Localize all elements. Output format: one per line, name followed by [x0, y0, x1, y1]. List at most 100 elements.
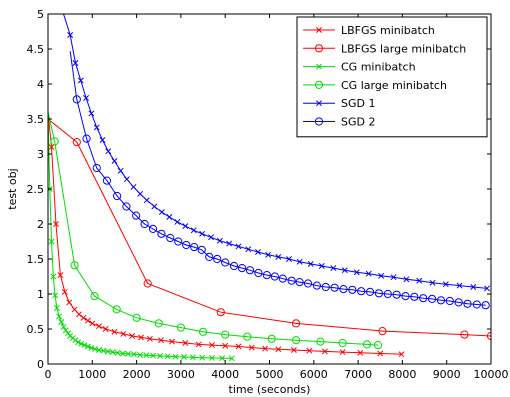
data-point — [270, 272, 279, 281]
series-line — [48, 111, 232, 359]
data-point — [197, 245, 206, 254]
series-4 — [48, 111, 383, 350]
legend-entry: CG minibatch — [303, 61, 416, 74]
legend-entry: LBFGS large minibatch — [303, 42, 466, 55]
data-point — [390, 274, 397, 281]
data-point — [56, 313, 63, 320]
data-point — [182, 240, 191, 250]
data-point — [262, 271, 271, 280]
data-point — [93, 124, 100, 131]
data-point — [226, 240, 233, 247]
axis-ticks: 0 1000 2000 3000 4000 5000 6000 7000 8000 9000 100… — [27, 8, 509, 381]
data-point — [169, 338, 175, 345]
data-point — [321, 348, 328, 355]
data-point — [166, 233, 175, 243]
legend-label: CG minibatch — [341, 61, 416, 74]
data-point — [53, 221, 59, 227]
data-point — [265, 251, 272, 258]
data-point — [112, 305, 121, 314]
data-point — [76, 311, 82, 318]
data-point — [176, 323, 185, 332]
data-point — [72, 95, 81, 104]
data-point — [216, 237, 223, 244]
data-point — [158, 337, 164, 344]
data-point — [481, 301, 490, 310]
data-point — [77, 77, 84, 84]
data-point — [296, 258, 303, 265]
data-point — [254, 268, 263, 278]
data-point — [109, 349, 116, 356]
data-point — [164, 353, 171, 360]
data-point — [442, 281, 449, 288]
data-point — [195, 341, 202, 348]
data-point — [48, 144, 55, 150]
data-point — [88, 344, 95, 351]
data-point — [365, 287, 375, 296]
data-point — [312, 281, 322, 290]
data-point — [60, 323, 67, 330]
data-point — [416, 277, 423, 284]
data-point — [199, 354, 206, 361]
data-point — [463, 299, 472, 308]
data-point — [484, 285, 490, 292]
legend-entry: LBFGS minibatch — [303, 24, 435, 37]
legend-label: SGD 1 — [341, 97, 375, 110]
legend: LBFGS minibatch LBFGS large minibatch CG m… — [296, 16, 488, 138]
data-point — [82, 134, 91, 143]
y-tick-label: 0 — [37, 358, 44, 371]
y-tick-label: 3 — [37, 148, 44, 161]
data-point — [48, 238, 55, 245]
data-point — [72, 138, 81, 147]
legend-label: LBFGS large minibatch — [341, 42, 466, 55]
data-point — [111, 328, 118, 335]
legend-entry: SGD 1 — [303, 97, 375, 110]
data-point — [172, 353, 179, 360]
x-tick-label: 1000 — [78, 368, 106, 381]
y-tick-label: 1 — [37, 288, 44, 301]
data-point — [66, 299, 73, 306]
x-tick-label: 6000 — [300, 368, 328, 381]
data-point — [129, 333, 136, 339]
data-point — [61, 288, 68, 295]
data-point — [99, 137, 106, 143]
data-point — [157, 229, 166, 238]
data-point — [316, 337, 325, 346]
x-tick-label: 10000 — [474, 368, 509, 381]
data-point — [436, 296, 446, 305]
series-line — [48, 118, 491, 337]
data-point — [221, 330, 230, 339]
series-6 — [69, 51, 490, 310]
data-point — [137, 190, 144, 197]
data-point — [255, 249, 261, 255]
data-point — [157, 352, 164, 359]
data-point — [454, 298, 463, 307]
series-1 — [48, 111, 405, 358]
data-point — [190, 243, 199, 252]
data-point — [286, 256, 292, 262]
data-point — [150, 352, 156, 359]
data-point — [137, 351, 144, 358]
data-point — [113, 191, 122, 201]
data-point — [216, 308, 225, 317]
data-point — [229, 261, 239, 271]
data-point — [199, 230, 206, 237]
data-point — [460, 330, 469, 339]
data-point — [378, 327, 387, 336]
data-point — [222, 342, 229, 349]
series-line — [69, 51, 486, 306]
data-point — [374, 289, 384, 298]
legend-swatch-marker — [314, 44, 324, 53]
legend-label: LBFGS minibatch — [341, 24, 435, 37]
data-point — [357, 287, 366, 296]
data-point — [373, 341, 383, 350]
data-point — [339, 349, 346, 356]
data-point — [70, 261, 79, 270]
data-point — [341, 267, 348, 274]
data-point — [53, 305, 60, 311]
data-point — [339, 285, 348, 294]
data-point — [123, 176, 130, 183]
data-point — [138, 334, 144, 341]
data-point — [228, 355, 235, 362]
data-point — [348, 285, 357, 294]
